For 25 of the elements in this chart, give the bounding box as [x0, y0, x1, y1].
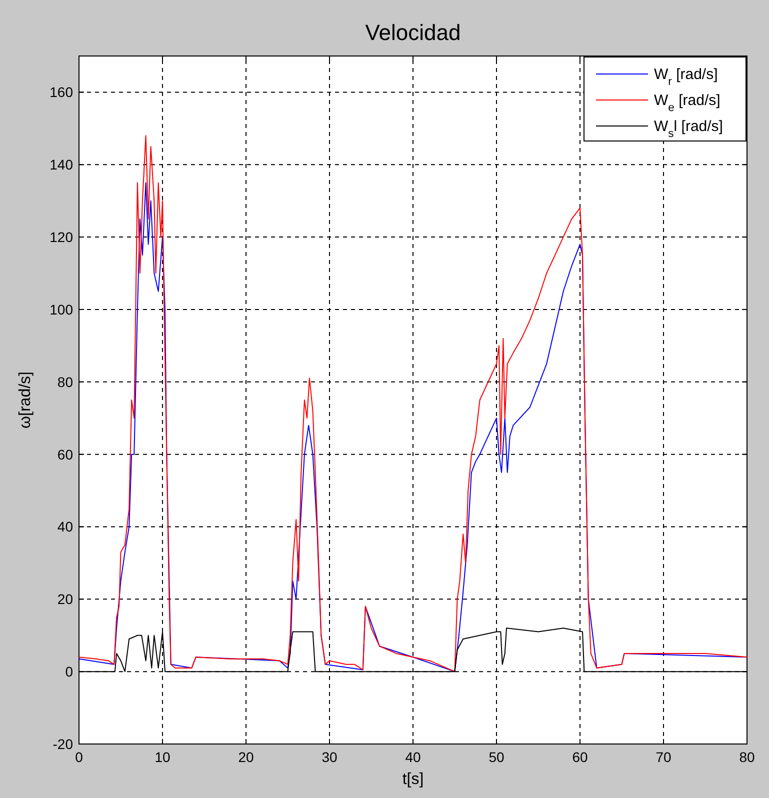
y-tick-label: 20 — [57, 591, 74, 608]
x-tick-label: 10 — [154, 749, 170, 765]
y-tick-label: 60 — [57, 446, 74, 462]
y-tick-label: 40 — [57, 518, 74, 535]
x-tick-label: 80 — [739, 749, 755, 765]
x-axis-title: t[s] — [402, 771, 424, 788]
y-tick-label: 160 — [50, 84, 74, 100]
x-tick-label: 20 — [238, 749, 254, 765]
y-tick-label: 140 — [50, 156, 74, 173]
legend-label: W$_{r}$ [rad/s] — [654, 66, 718, 88]
y-tick-label: 80 — [57, 374, 74, 390]
x-tick-label: 60 — [572, 749, 588, 765]
y-axis-title: ω[rad/s] — [17, 372, 34, 428]
x-tick-label: 70 — [656, 749, 672, 765]
y-tick-label: 120 — [50, 229, 74, 246]
x-tick-label: 40 — [405, 749, 421, 765]
legend-label: W$_{s}$l [rad/s] — [654, 118, 723, 140]
y-tick-label: 0 — [65, 664, 74, 680]
chart-title: Velocidad — [365, 20, 461, 45]
x-tick-label: 0 — [75, 749, 84, 765]
y-tick-label: -20 — [52, 736, 74, 752]
y-tick-label: 100 — [50, 301, 74, 318]
x-tick-label: 30 — [322, 749, 338, 765]
legend-label: W$_{e}$ [rad/s] — [654, 92, 720, 114]
x-tick-label: 50 — [488, 749, 504, 765]
